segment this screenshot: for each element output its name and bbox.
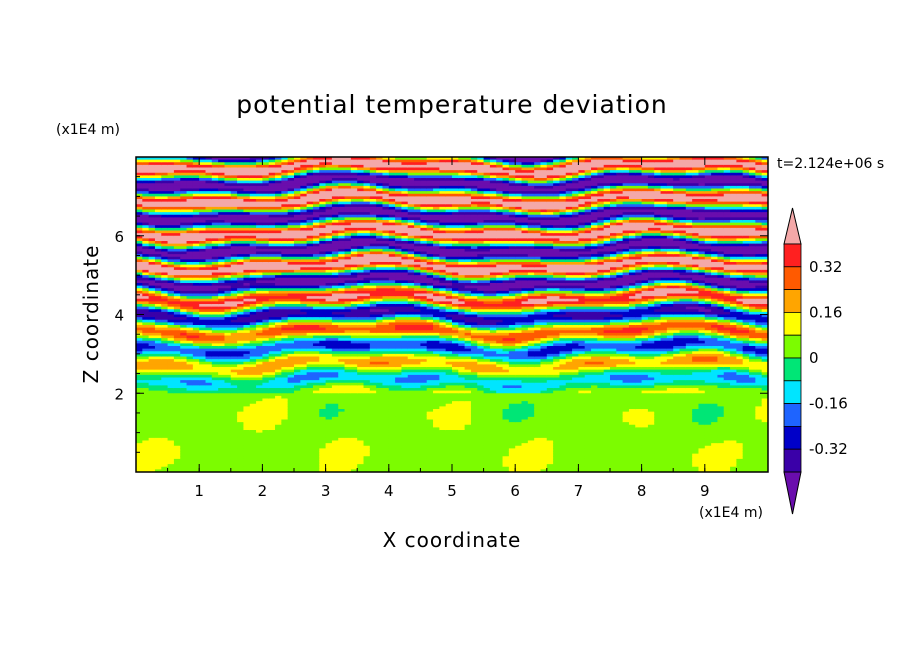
colorbar-band: [784, 449, 801, 472]
colorbar-band: [784, 381, 801, 404]
x-tick-label: 7: [574, 482, 584, 500]
y-tick-label: 6: [114, 228, 124, 246]
contour-field: [136, 157, 769, 473]
x-axis-label: X coordinate: [383, 528, 522, 552]
colorbar-tick-label: -0.16: [809, 395, 848, 413]
x-axis-unit: (x1E4 m): [699, 505, 763, 521]
x-tick-label: 8: [637, 482, 647, 500]
colorbar-band: [784, 244, 801, 267]
colorbar-tick-label: 0: [809, 349, 819, 367]
x-tick-label: 4: [384, 482, 394, 500]
x-tick-label: 1: [194, 482, 204, 500]
colorbar: 0.32 0.16 0 -0.16 -0.32: [784, 208, 848, 514]
colorbar-band: [784, 335, 801, 358]
colorbar-tick-label: 0.32: [809, 258, 842, 276]
x-tick-label: 2: [258, 482, 268, 500]
time-label: t=2.124e+06 s: [777, 156, 884, 172]
x-tick-label: 9: [700, 482, 710, 500]
x-tick-label: 3: [321, 482, 331, 500]
x-tick-label: 5: [447, 482, 457, 500]
chart-title: potential temperature deviation: [236, 90, 667, 119]
colorbar-tick-label: 0.16: [809, 303, 842, 321]
colorbar-band: [784, 290, 801, 313]
colorbar-max-arrow: [784, 208, 801, 244]
colorbar-tick-label: -0.32: [809, 440, 848, 458]
x-tick-label: 6: [510, 482, 520, 500]
colorbar-band: [784, 312, 801, 335]
y-axis-label: Z coordinate: [79, 245, 103, 384]
colorbar-min-arrow: [784, 472, 801, 514]
colorbar-band: [784, 404, 801, 427]
colorbar-band: [784, 358, 801, 381]
y-tick-label: 4: [114, 307, 124, 325]
colorbar-band: [784, 267, 801, 290]
colorbar-band: [784, 426, 801, 449]
y-tick-label: 2: [114, 385, 124, 403]
y-axis-unit: (x1E4 m): [56, 122, 120, 138]
